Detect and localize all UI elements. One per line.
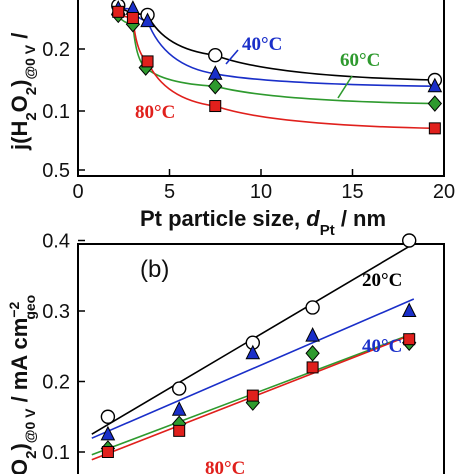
data-point-a-diamond [208,77,223,95]
data-point-b-square [173,424,186,437]
panel-b-ylabel: O2)@0 V / mA cm−2geo [6,295,40,474]
data-point-a-square [126,12,139,24]
data-point-b-circle [171,381,187,396]
panel-a: 0 5 10 15 20 0.1 0.2 j(H2O2)@0 V / Pt particle… [7,0,455,239]
annotation-a-40C-arrow [225,49,239,65]
panel-a-ytick-label: 0.1 [42,101,70,123]
data-point-b-triangle [171,401,187,416]
panel-a-ylabel: j(H2O2)@0 V / [7,33,40,151]
panel-a-ticks: 0 5 10 15 20 0.1 0.2 [42,39,455,203]
annotation-a-80C: 80°C [135,102,175,123]
data-point-a-square [141,55,154,68]
data-point-a-diamond [427,95,443,112]
data-point-a-circle [208,48,223,63]
data-point-b-square [403,333,416,346]
panel-b-markers [100,233,417,458]
annotation-a-60C-arrow [337,75,353,99]
panel-a-xlabel: Pt particle size, dPt / nm [140,206,386,239]
panel-a-xtick-label: 10 [250,181,272,203]
data-point-a-triangle [140,12,155,28]
panel-a-xtick-label: 15 [341,181,363,203]
annotation-b-80C: 80°C [205,458,245,474]
annotation-a-60C: 60°C [340,50,380,71]
data-point-a-square [428,122,441,135]
data-point-a-triangle [427,77,443,93]
annotation-b-40C: 40°C [362,336,402,357]
data-point-b-circle [305,300,320,315]
panel-a-xtick-label: 5 [164,181,175,203]
panel-b-ytick-label: 0.4 [42,231,70,253]
data-point-b-square [246,389,259,402]
data-point-b-triangle [100,425,116,441]
panel-b-ticks: 0.1 0.2 0.3 0.4 0.5 [42,160,85,464]
data-point-b-circle [402,233,417,248]
panel-a-markers [110,0,443,135]
panel-b: 0.1 0.2 0.3 0.4 0.5 (b) O2)@0 V / mA cm−2geo… [6,160,445,474]
data-point-a-square [209,100,222,113]
data-point-b-square [306,361,319,374]
panel-b-frame [77,243,445,474]
panel-b-ytick-label: 0.2 [42,372,70,394]
annotation-b-20C: 20°C [362,270,402,291]
data-point-a-square [112,5,125,18]
data-point-b-triangle [245,344,261,360]
panel-a-ytick-label: 0.2 [42,39,70,61]
data-point-b-diamond [305,345,320,362]
panel-a-xtick-label: 0 [72,181,83,203]
data-point-b-circle [100,409,116,424]
data-point-b-triangle [401,302,417,317]
panel-a-xtick-label: 20 [433,181,455,203]
panel-b-ytick-label: 0.5 [42,160,70,182]
panel-b-ytick-label: 0.1 [42,442,70,464]
fit-line-b-triangle [91,298,415,439]
panel-b-ytick-label: 0.3 [42,301,70,323]
data-point-b-square [101,446,114,458]
annotation-a-40C: 40°C [242,34,282,55]
fit-curve-a-diamond [117,14,435,105]
data-point-b-triangle [305,327,320,342]
panel-b-label: (b) [140,256,169,283]
